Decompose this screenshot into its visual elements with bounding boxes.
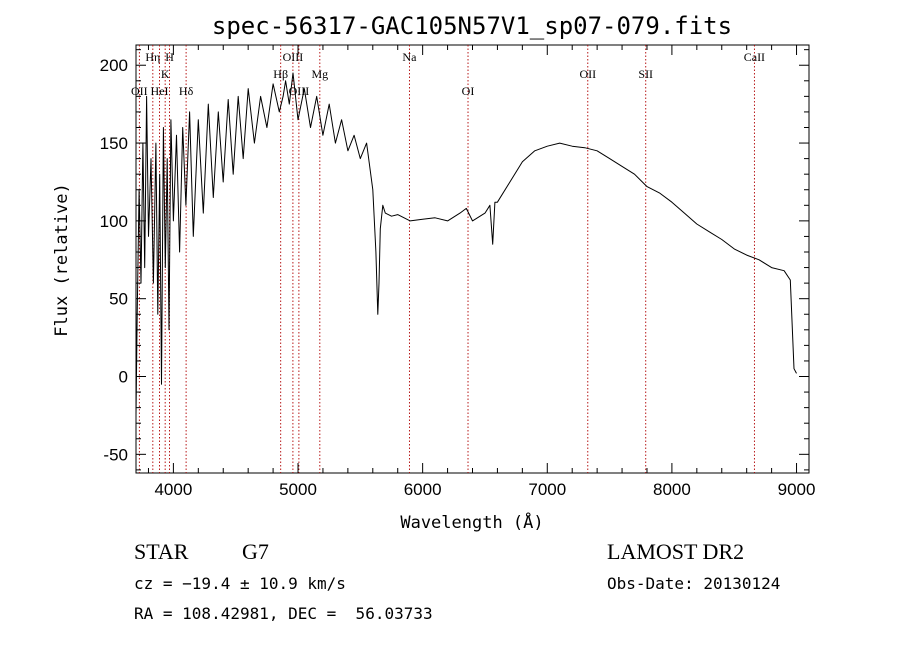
- y-tick-label: 50: [109, 290, 128, 309]
- axis-ticks: 4000 5000 6000 7000 8000 9000 -50 0 50 100 150 200: [100, 45, 816, 499]
- spectral-line-label: Mg: [311, 67, 328, 81]
- spectral-line-label: H: [165, 50, 174, 64]
- spectrum-series: [135, 72, 797, 416]
- spectral-line-label: OII: [131, 84, 148, 98]
- spectrum-line: [135, 72, 797, 416]
- spectral-line-label: Hδ: [179, 84, 194, 98]
- object-subclass: G7: [242, 539, 269, 564]
- survey-name: LAMOST DR2: [607, 539, 745, 564]
- spectral-line-label: HeI: [151, 84, 169, 98]
- y-tick-label: 0: [119, 368, 128, 387]
- x-tick-label: 4000: [154, 480, 192, 499]
- spectral-line-label: Hη: [145, 50, 160, 64]
- y-tick-label: -50: [103, 445, 128, 464]
- y-axis-label: Flux (relative): [52, 183, 72, 337]
- spectral-line-label: OI: [462, 84, 475, 98]
- spectral-line-label: Na: [402, 50, 417, 64]
- chart-title: spec-56317-GAC105N57V1_sp07-079.fits: [212, 12, 732, 40]
- spectral-line-label: OIII: [283, 50, 304, 64]
- spectral-line-label: CaII: [744, 50, 765, 64]
- spectral-line-label: OIII: [289, 84, 310, 98]
- x-tick-label: 9000: [778, 480, 816, 499]
- y-tick-label: 200: [100, 56, 128, 75]
- x-tick-label: 6000: [404, 480, 442, 499]
- spectral-line-label: OII: [579, 67, 596, 81]
- observation-date: Obs-Date: 20130124: [607, 574, 781, 593]
- x-tick-label: 5000: [279, 480, 317, 499]
- spectral-line-label: SII: [638, 67, 653, 81]
- x-tick-label: 8000: [653, 480, 691, 499]
- x-tick-label: 7000: [528, 480, 566, 499]
- coordinates-readout: RA = 108.42981, DEC = 56.03733: [134, 604, 433, 623]
- y-tick-label: 100: [100, 212, 128, 231]
- spectral-line-label: K: [161, 67, 170, 81]
- object-class: STAR: [134, 539, 189, 564]
- spectral-line-label: Hβ: [273, 67, 288, 81]
- redshift-readout: cz = −19.4 ± 10.9 km/s: [134, 574, 346, 593]
- x-axis-label: Wavelength (Å): [400, 511, 543, 533]
- y-tick-label: 150: [100, 134, 128, 153]
